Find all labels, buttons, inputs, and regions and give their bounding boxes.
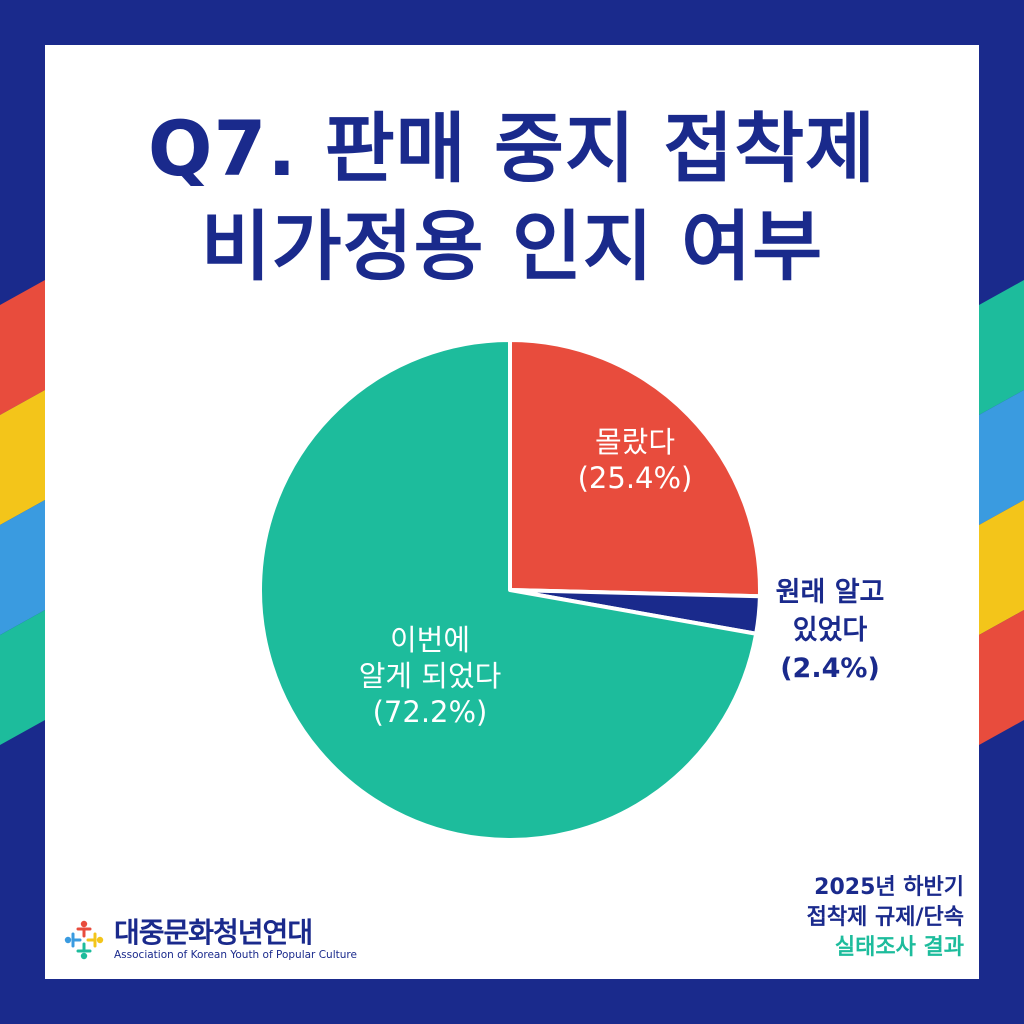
organization-logo: 대중문화청년연대 Association of Korean Youth of … xyxy=(62,912,357,968)
caption-line-1: 2025년 하반기 xyxy=(814,875,964,900)
slice-label-line: (25.4%) xyxy=(577,461,693,495)
pie-slice-didnt-know xyxy=(508,338,762,599)
logo-subtitle: Association of Korean Youth of Popular C… xyxy=(114,949,357,961)
pie-slice-learned-now xyxy=(258,338,759,842)
survey-caption: 2025년 하반기 접착제 규제/단속 실태조사 결과 xyxy=(807,873,964,963)
slice-label-didnt-know: 몰랐다 (25.4%) xyxy=(540,424,730,496)
slice-label-line: 있었다 xyxy=(792,615,868,646)
left-stripes xyxy=(0,280,45,745)
slice-label-already-knew: 원래 알고 있었다 (2.4%) xyxy=(745,574,915,688)
logo-name: 대중문화청년연대 xyxy=(114,916,313,949)
slice-label-line: 알게 되었다 xyxy=(358,659,502,693)
slice-label-line: (2.4%) xyxy=(780,653,880,684)
slice-label-line: 몰랐다 xyxy=(594,425,676,459)
slice-label-line: 원래 알고 xyxy=(775,577,885,608)
slice-label-line: (72.2%) xyxy=(372,695,488,729)
caption-line-3: 실태조사 결과 xyxy=(834,935,964,960)
slice-label-learned-now: 이번에 알게 되었다 (72.2%) xyxy=(300,622,560,730)
people-circle-icon xyxy=(64,920,104,960)
caption-line-2: 접착제 규제/단속 xyxy=(806,905,964,930)
page-title: Q7. 판매 중지 접착제 비가정용 인지 여부 xyxy=(45,100,979,296)
title-line-1: Q7. 판매 중지 접착제 xyxy=(147,104,877,193)
right-stripes xyxy=(979,280,1024,745)
title-line-2: 비가정용 인지 여부 xyxy=(200,202,824,291)
slice-label-line: 이번에 xyxy=(389,623,471,657)
